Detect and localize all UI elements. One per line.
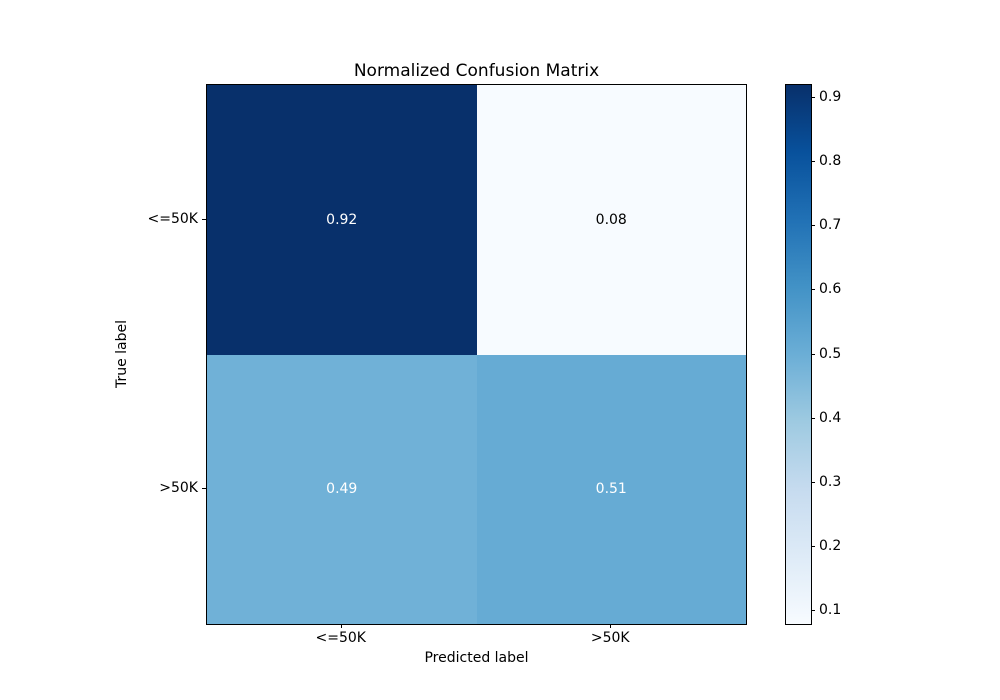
y-tick-label: <=50K (147, 210, 198, 227)
cell-value: 0.51 (595, 481, 627, 498)
heatmap-cell-1-1: 0.51 (476, 354, 746, 624)
y-axis-label: True label (114, 319, 130, 389)
colorbar-tick-label: 0.2 (819, 538, 842, 554)
x-tick-label: >50K (590, 630, 630, 646)
colorbar-tick-mark (811, 417, 815, 419)
y-tick-label: >50K (159, 480, 198, 497)
heatmap-cell-0-1: 0.08 (476, 85, 746, 355)
colorbar-tick-label: 0.3 (819, 473, 842, 490)
heatmap-cell-0-0: 0.92 (207, 85, 477, 355)
colorbar-tick-label: 0.6 (819, 281, 842, 298)
colorbar-tick-mark (811, 289, 815, 291)
heatmap-grid: 0.92 0.08 0.49 0.51 (207, 85, 746, 624)
colorbar-tick-mark (811, 161, 815, 162)
colorbar-tick-label: 0.1 (819, 602, 842, 619)
colorbar-tick-mark (811, 353, 815, 355)
x-tick-mark (340, 624, 342, 628)
chart-title: Normalized Confusion Matrix (353, 61, 600, 81)
colorbar-tick-mark (811, 96, 815, 98)
colorbar-tick-label: 0.7 (819, 217, 842, 234)
colorbar-tick-label: 0.5 (819, 345, 842, 362)
y-tick-mark (202, 218, 206, 220)
x-tick-mark (610, 624, 612, 628)
cell-value: 0.49 (326, 481, 358, 498)
cell-value: 0.92 (326, 211, 358, 228)
y-tick-mark (202, 488, 206, 490)
heatmap-axes: 0.92 0.08 0.49 0.51 (206, 84, 747, 625)
x-tick-label: <=50K (315, 630, 366, 646)
colorbar-tick-label: 0.8 (819, 153, 842, 169)
colorbar (785, 84, 812, 625)
colorbar-tick-mark (811, 225, 815, 227)
cell-value: 0.08 (595, 211, 627, 228)
colorbar-tick-label: 0.9 (819, 88, 842, 105)
colorbar-tick-label: 0.4 (819, 409, 842, 426)
colorbar-tick-mark (811, 546, 815, 547)
heatmap-cell-1-0: 0.49 (207, 354, 477, 624)
colorbar-tick-mark (811, 610, 815, 612)
colorbar-tick-mark (811, 481, 815, 483)
x-axis-label: Predicted label (424, 650, 529, 666)
